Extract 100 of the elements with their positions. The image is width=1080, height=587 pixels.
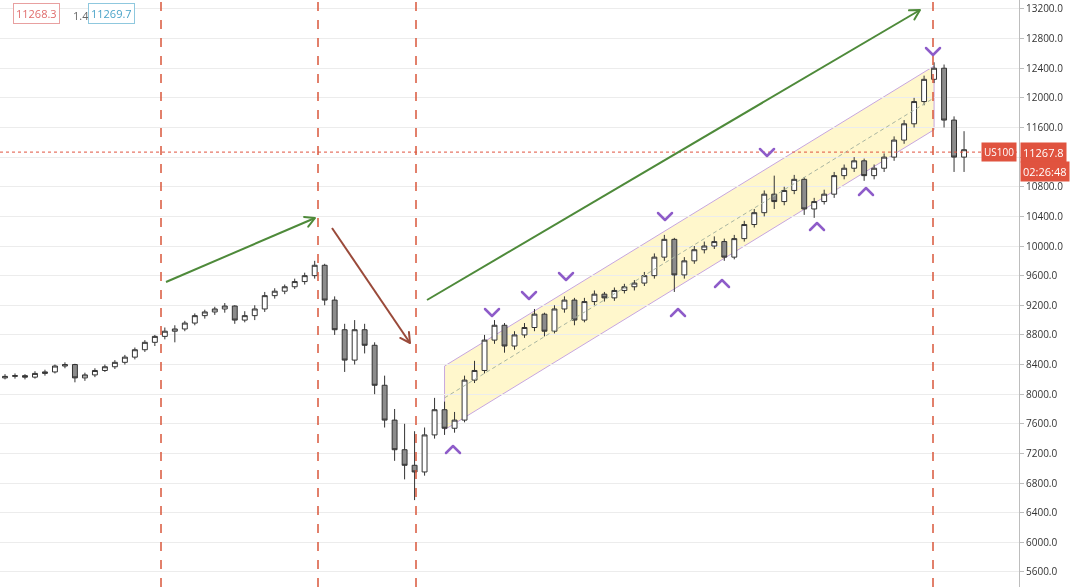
y-tick-label: 10800.0 bbox=[1026, 179, 1064, 194]
y-tick-label: 10400.0 bbox=[1026, 208, 1064, 223]
candlestick bbox=[591, 289, 598, 306]
candlestick bbox=[831, 171, 838, 199]
candlestick bbox=[311, 260, 318, 280]
candlestick bbox=[461, 375, 468, 423]
candlestick bbox=[12, 372, 18, 380]
candlestick bbox=[431, 397, 438, 440]
candlestick bbox=[861, 158, 868, 182]
candlestick bbox=[741, 220, 748, 243]
candlestick bbox=[471, 360, 478, 384]
candlestick bbox=[81, 372, 88, 382]
candlestick bbox=[191, 312, 198, 326]
text: 02:26:48 bbox=[1023, 164, 1067, 179]
candlestick bbox=[921, 75, 928, 106]
candlestick bbox=[451, 411, 458, 434]
candlestick bbox=[521, 322, 528, 339]
candlestick bbox=[271, 287, 278, 300]
candlestick bbox=[711, 235, 718, 250]
candlestick bbox=[351, 319, 358, 366]
candlestick bbox=[941, 64, 948, 128]
y-tick-label: 6400.0 bbox=[1026, 505, 1058, 520]
candlestick bbox=[201, 309, 208, 320]
candlestick bbox=[771, 175, 778, 210]
annotation: 1.4 bbox=[73, 8, 90, 23]
candlestick bbox=[371, 341, 378, 395]
candlestick bbox=[631, 279, 638, 291]
candlestick bbox=[551, 304, 558, 334]
candlestick bbox=[231, 304, 238, 325]
y-tick-label: 12400.0 bbox=[1026, 60, 1064, 75]
candlestick bbox=[691, 245, 698, 265]
candlestick bbox=[701, 241, 708, 254]
candlestick bbox=[261, 291, 268, 313]
candlestick bbox=[531, 308, 538, 332]
text: 11267.8 bbox=[1023, 145, 1064, 160]
candlestick bbox=[731, 234, 738, 260]
candlestick bbox=[42, 369, 48, 377]
candlestick bbox=[401, 423, 408, 480]
candlestick bbox=[761, 189, 768, 217]
candlestick bbox=[241, 310, 248, 323]
candlestick bbox=[71, 363, 78, 383]
candlestick bbox=[511, 330, 518, 351]
candlestick bbox=[651, 252, 658, 280]
annotation: 11268.3 bbox=[16, 6, 57, 21]
candlestick bbox=[671, 237, 678, 293]
candlestick bbox=[221, 302, 228, 314]
candlestick bbox=[901, 119, 908, 145]
candlestick bbox=[951, 115, 958, 173]
candlestick bbox=[61, 361, 68, 369]
y-tick-label: 7200.0 bbox=[1026, 445, 1058, 460]
y-tick-label: 12000.0 bbox=[1026, 90, 1064, 105]
candlestick bbox=[161, 327, 168, 340]
candlestick bbox=[381, 375, 388, 429]
candlestick bbox=[301, 272, 308, 286]
candlestick bbox=[851, 156, 858, 173]
y-tick-label: 9600.0 bbox=[1026, 268, 1058, 283]
candlestick bbox=[801, 176, 808, 216]
candlestick bbox=[131, 347, 138, 360]
y-tick-label: 7600.0 bbox=[1026, 416, 1058, 431]
y-tick-label: 5600.0 bbox=[1026, 564, 1058, 579]
candlestick bbox=[491, 319, 498, 345]
candlestick bbox=[751, 208, 758, 228]
candlestick bbox=[661, 234, 668, 262]
candlestick bbox=[52, 364, 58, 374]
candlestick bbox=[961, 130, 967, 173]
candlestick bbox=[881, 152, 888, 173]
y-tick-label: 9200.0 bbox=[1026, 297, 1058, 312]
annotation: 11269.7 bbox=[91, 6, 132, 21]
candlestick bbox=[581, 297, 588, 323]
candlestick bbox=[871, 164, 878, 180]
candlestick bbox=[341, 323, 348, 373]
candlestick bbox=[211, 306, 218, 316]
candlestick bbox=[681, 256, 688, 280]
candlestick bbox=[91, 367, 98, 378]
y-tick-label: 8800.0 bbox=[1026, 327, 1058, 342]
candlestick bbox=[601, 291, 608, 303]
y-tick-label: 6800.0 bbox=[1026, 475, 1058, 490]
candlestick bbox=[891, 135, 898, 162]
candlestick bbox=[791, 174, 798, 195]
candlestick bbox=[841, 164, 848, 180]
candlestick bbox=[291, 278, 298, 290]
candlestick bbox=[441, 401, 448, 436]
ref-line-label: US100 bbox=[984, 145, 1015, 159]
candlestick bbox=[501, 322, 508, 354]
candlestick bbox=[821, 189, 828, 206]
candlestick bbox=[32, 370, 38, 380]
candlestick bbox=[141, 339, 148, 353]
y-tick-label: 10000.0 bbox=[1026, 238, 1064, 253]
candlestick bbox=[931, 61, 938, 84]
candlestick bbox=[111, 359, 118, 370]
candlestick bbox=[121, 354, 128, 366]
candlestick bbox=[391, 408, 398, 462]
candlestick bbox=[361, 323, 368, 354]
y-tick-label: 12800.0 bbox=[1026, 31, 1064, 46]
candlestick bbox=[571, 297, 578, 326]
candlestick bbox=[181, 320, 188, 332]
candlestick bbox=[621, 283, 628, 294]
candlestick bbox=[421, 427, 428, 477]
candlestick bbox=[721, 238, 728, 262]
candlestick bbox=[281, 284, 288, 295]
